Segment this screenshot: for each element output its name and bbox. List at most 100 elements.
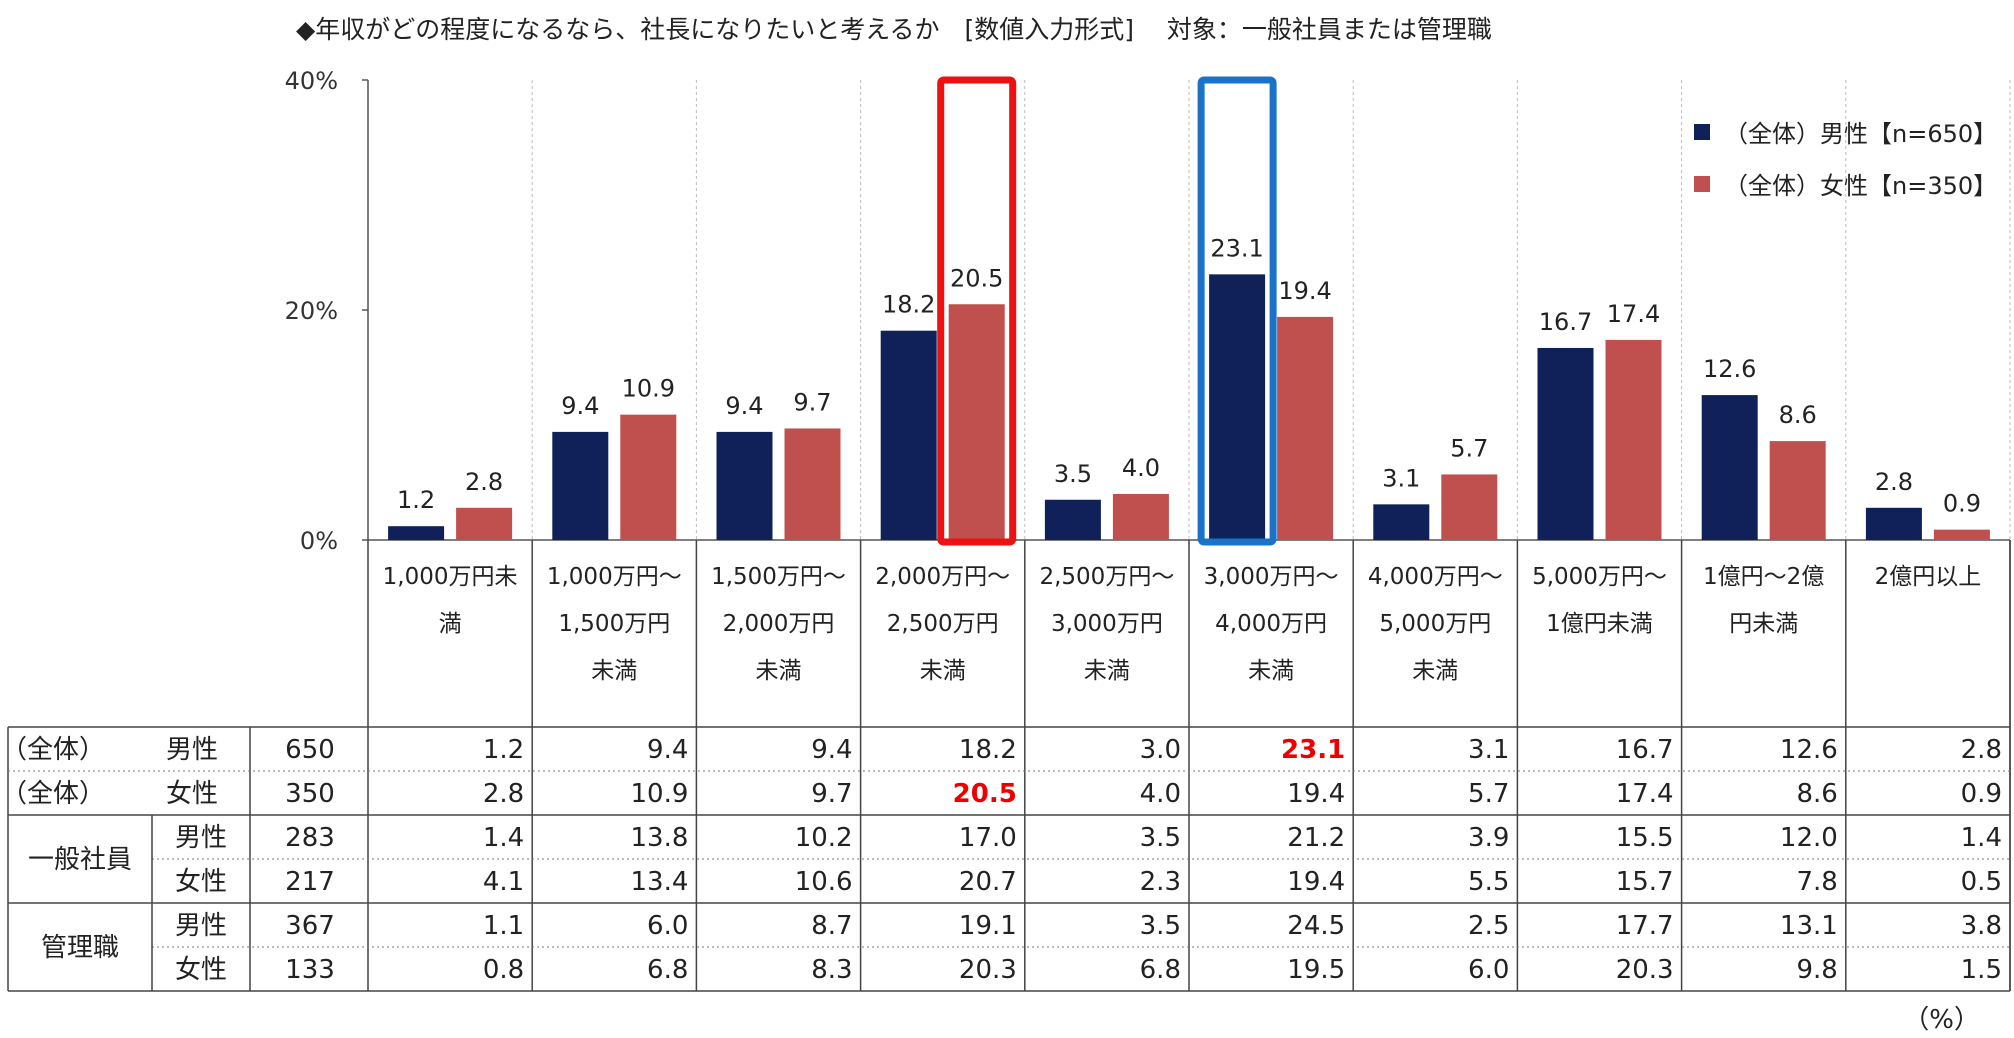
- data-label: 10.9: [622, 375, 675, 403]
- table-cell: 3.9: [1468, 823, 1509, 853]
- category-label: 5,000万円～: [1532, 564, 1667, 590]
- legend-label: （全体）男性【n=650】: [1724, 120, 1997, 148]
- data-label: 16.7: [1539, 308, 1592, 336]
- y-tick-label: 0%: [300, 527, 338, 555]
- row-group-label: （全体）: [1, 779, 105, 809]
- table-cell: 17.4: [1616, 779, 1674, 809]
- bar: [1209, 274, 1266, 540]
- row-group-label: 一般社員: [28, 845, 132, 875]
- category-label: 1,500万円: [558, 611, 670, 637]
- highlight-frame: [937, 76, 1017, 546]
- table-cell: 5.5: [1468, 867, 1509, 897]
- data-label: 17.4: [1607, 300, 1660, 328]
- category-label: 2億円以上: [1875, 564, 1982, 590]
- table-cell: 0.9: [1961, 779, 2002, 809]
- bar: [1865, 507, 1922, 540]
- data-label: 9.4: [561, 392, 599, 420]
- row-gender-label: 男性: [175, 911, 227, 941]
- table-cell: 20.7: [959, 867, 1017, 897]
- table-cell: 0.5: [1961, 867, 2002, 897]
- table-cell: 8.7: [811, 911, 852, 941]
- table-cell: 12.0: [1780, 823, 1838, 853]
- table-cell: 20.5: [953, 779, 1017, 809]
- row-gender-label: 女性: [166, 779, 218, 809]
- data-label: 2.8: [1875, 468, 1913, 496]
- table-cell: 17.7: [1616, 911, 1674, 941]
- data-label: 12.6: [1703, 355, 1756, 383]
- category-label: 未満: [1412, 658, 1458, 684]
- data-label: 9.7: [793, 388, 831, 416]
- category-label: 5,000万円: [1379, 611, 1491, 637]
- category-label: 1,000万円未: [383, 564, 518, 590]
- bar: [1605, 339, 1662, 540]
- table-cell: 2.8: [483, 779, 524, 809]
- table-cell: 9.4: [811, 735, 852, 765]
- row-n-value: 350: [285, 779, 335, 809]
- row-n-value: 133: [285, 955, 335, 985]
- category-label: 未満: [920, 658, 966, 684]
- bar: [1044, 499, 1101, 540]
- table-cell: 0.8: [483, 955, 524, 985]
- bar: [1933, 529, 1990, 540]
- row-n-value: 650: [285, 735, 335, 765]
- table-cell: 17.0: [959, 823, 1017, 853]
- table-cell: 15.7: [1616, 867, 1674, 897]
- table-cell: 2.3: [1140, 867, 1181, 897]
- table-cell: 4.1: [483, 867, 524, 897]
- bar: [1537, 347, 1594, 540]
- table-cell: 9.7: [811, 779, 852, 809]
- table-cell: 2.5: [1468, 911, 1509, 941]
- table-cell: 1.1: [483, 911, 524, 941]
- table-cell: 2.8: [1961, 735, 2002, 765]
- table-cell: 24.5: [1287, 911, 1345, 941]
- bar: [1277, 316, 1334, 540]
- table-cell: 19.4: [1287, 867, 1345, 897]
- row-gender-label: 男性: [166, 735, 218, 765]
- table-cell: 3.0: [1140, 735, 1181, 765]
- table-cell: 13.8: [631, 823, 689, 853]
- y-tick-label: 20%: [285, 297, 338, 325]
- table-cell: 19.5: [1287, 955, 1345, 985]
- table-cell: 5.7: [1468, 779, 1509, 809]
- table-cell: 1.5: [1961, 955, 2002, 985]
- legend-label: （全体）女性【n=350】: [1724, 172, 1997, 200]
- bar: [880, 330, 937, 540]
- category-label: 3,000万円: [1051, 611, 1163, 637]
- table-cell: 3.8: [1961, 911, 2002, 941]
- table-cell: 1.4: [483, 823, 524, 853]
- category-label: 2,000万円: [723, 611, 835, 637]
- category-label: 1億円～2億: [1703, 564, 1824, 590]
- bar: [620, 414, 677, 540]
- table-cell: 3.5: [1140, 911, 1181, 941]
- category-label: 未満: [1248, 658, 1294, 684]
- bar: [456, 507, 513, 540]
- table-cell: 10.2: [795, 823, 853, 853]
- data-label: 2.8: [465, 468, 503, 496]
- bar: [1769, 441, 1826, 540]
- table-cell: 6.0: [1468, 955, 1509, 985]
- category-label: 1,000万円～: [547, 564, 682, 590]
- highlight-frame: [1197, 76, 1277, 546]
- y-tick-label: 40%: [285, 67, 338, 95]
- category-label: 3,000万円～: [1204, 564, 1339, 590]
- bar: [1112, 494, 1169, 540]
- table-cell: 1.2: [483, 735, 524, 765]
- row-group-label: 管理職: [41, 933, 119, 963]
- data-label: 5.7: [1450, 434, 1488, 462]
- table-cell: 19.1: [959, 911, 1017, 941]
- category-label: 4,000万円: [1215, 611, 1327, 637]
- bar: [552, 431, 609, 540]
- data-label: 18.2: [882, 291, 935, 319]
- data-label: 1.2: [397, 486, 435, 514]
- table-cell: 7.8: [1796, 867, 1837, 897]
- table-cell: 4.0: [1140, 779, 1181, 809]
- table-cell: 6.8: [647, 955, 688, 985]
- bar: [388, 526, 445, 540]
- table-cell: 20.3: [1616, 955, 1674, 985]
- row-group-label: （全体）: [1, 735, 105, 765]
- category-label: 未満: [756, 658, 802, 684]
- data-label: 20.5: [950, 264, 1003, 292]
- row-n-value: 283: [285, 823, 335, 853]
